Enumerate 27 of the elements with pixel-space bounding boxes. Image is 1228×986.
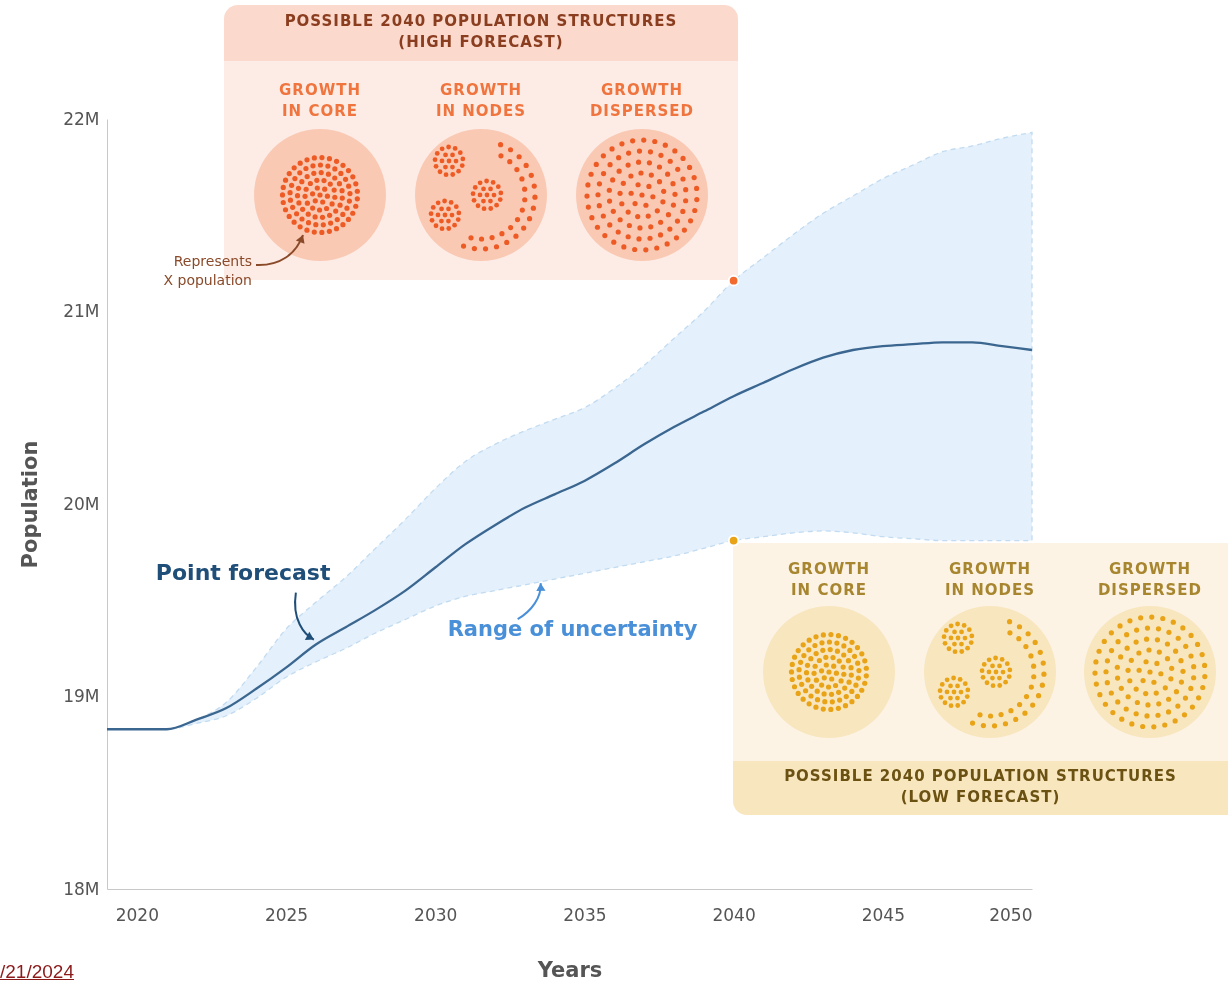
- x-tick-label: 2025: [264, 904, 309, 925]
- x-tick-label: 2030: [414, 904, 458, 925]
- line-series: [105, 341, 1034, 731]
- x-tick-label: 2045: [861, 904, 905, 925]
- x-tick-label: 2035: [563, 904, 607, 925]
- y-tick-label: 20M: [63, 493, 100, 514]
- annotation: GROWTH IN CORE: [787, 559, 871, 601]
- annotation: GROWTH IN NODES: [943, 559, 1037, 601]
- x-tick-label: 2040: [712, 904, 756, 925]
- annotation: Represents X population: [162, 252, 252, 290]
- y-tick-label: 22M: [63, 108, 100, 129]
- y-tick-label: 18M: [63, 878, 100, 899]
- y-tick-label: 21M: [63, 301, 100, 321]
- annotation: Range of uncertainty: [447, 617, 698, 642]
- text: GROWTH DISPERSED: [1096, 559, 1204, 601]
- annotation: POSSIBLE 2040 POPULATION STRUCTURES (LOW FORECAST): [783, 766, 1178, 808]
- annotation: GROWTH IN NODES: [434, 80, 528, 122]
- annotation: GROWTH DISPERSED: [588, 80, 696, 122]
- y-axis-title: Population: [18, 440, 43, 569]
- y-tick-label: 19M: [63, 686, 100, 706]
- x-tick-label: 2020: [115, 904, 159, 925]
- x-axis-title: Years: [536, 957, 603, 982]
- annotation: GROWTH IN CORE: [278, 80, 362, 122]
- text: /21/2024: [0, 961, 75, 983]
- x-tick-label: 2050: [989, 904, 1033, 925]
- text: POSSIBLE 2040 POPULATION STRUCTURES (HIGH FORECAST): [283, 11, 679, 53]
- annotation: Point forecast: [155, 559, 332, 585]
